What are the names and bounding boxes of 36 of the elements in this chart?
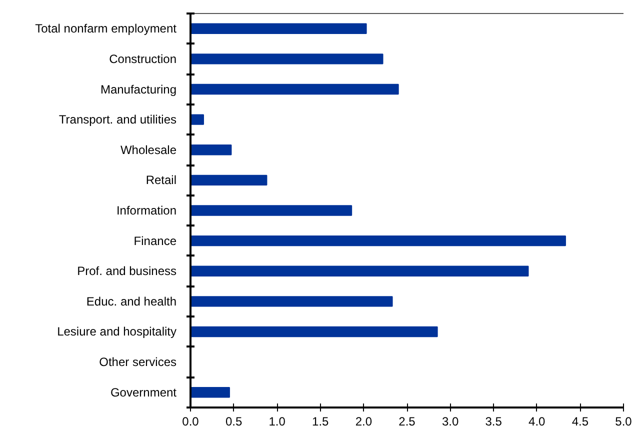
y-tick-label: Construction (109, 52, 177, 66)
y-tick-label: Other services (99, 355, 177, 370)
y-tick-label: Wholesale (120, 142, 177, 157)
bar (190, 386, 230, 398)
bar (190, 144, 232, 156)
x-tick-label: 2.0 (355, 414, 372, 428)
bar (190, 326, 438, 338)
x-tick-label: 4.0 (528, 414, 546, 428)
bar (190, 174, 268, 186)
x-tick-label: 3.5 (485, 414, 502, 428)
x-tick-label: 1.5 (312, 414, 330, 428)
bar (190, 266, 529, 276)
x-tick-label: 2.5 (398, 414, 416, 428)
y-tick-label: Educ. and health (86, 294, 177, 308)
x-tick-label: 1.0 (268, 414, 286, 428)
y-tick-label: Transport. and utilities (58, 112, 176, 127)
bar (190, 296, 393, 307)
y-tick-label: Manufacturing (100, 82, 177, 96)
y-tick-label: Government (110, 385, 178, 400)
bar (190, 205, 352, 216)
y-tick-label: Retail (146, 173, 177, 188)
x-tick-label: 5.0 (615, 414, 632, 428)
bar (190, 235, 566, 246)
bar (190, 114, 204, 125)
bar (190, 54, 384, 64)
bar (190, 23, 367, 34)
x-tick-label: 0.0 (182, 414, 200, 428)
y-tick-label: Finance (134, 234, 177, 248)
bar (190, 84, 399, 95)
x-tick-label: 3.0 (442, 414, 459, 428)
y-tick-label: Information (116, 204, 176, 218)
x-tick-label: 0.5 (225, 414, 242, 428)
y-tick-label: Lesiure and hospitality (57, 324, 177, 339)
x-tick-label: 4.5 (572, 414, 589, 428)
y-tick-label: Prof. and business (77, 264, 177, 278)
y-tick-label: Total nonfarm employment (35, 22, 178, 36)
